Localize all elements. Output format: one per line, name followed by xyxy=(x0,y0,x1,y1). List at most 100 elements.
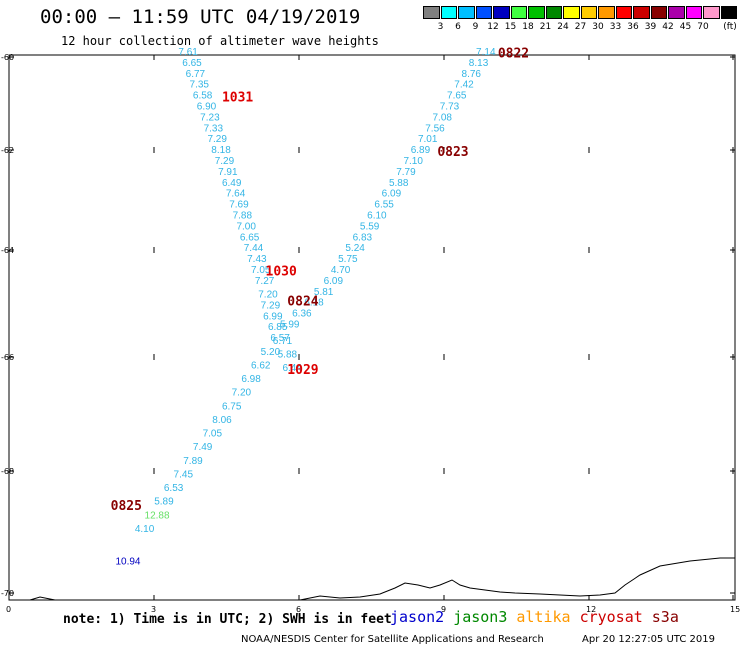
wave-height-value: 6.10 xyxy=(367,211,387,222)
antarctic-coastline xyxy=(29,557,735,601)
satellite-legend-item: jason3 xyxy=(453,608,508,626)
color-scale-label: 36 xyxy=(627,22,639,32)
wave-height-value: 7.33 xyxy=(204,123,224,134)
color-scale-cell xyxy=(703,6,720,19)
wave-height-value: 7.73 xyxy=(440,102,460,113)
lon-tick-label: 9 xyxy=(441,605,446,614)
units-note: note: 1) Time is in UTC; 2) SWH is in fe… xyxy=(63,612,392,627)
wave-height-value: 4.70 xyxy=(331,265,351,276)
map-subtitle: 12 hour collection of altimeter wave hei… xyxy=(61,34,379,48)
wave-height-value: 7.65 xyxy=(447,91,467,102)
wave-height-value: 6.77 xyxy=(186,69,206,80)
wave-height-value: 6.09 xyxy=(324,276,344,287)
lon-tick-label: 0 xyxy=(6,605,11,614)
color-scale-label: 6 xyxy=(455,22,461,32)
lat-tick-label: -70 xyxy=(1,589,14,598)
satellite-legend-item: jason2 xyxy=(390,608,445,626)
wave-height-value: 8.06 xyxy=(212,415,232,426)
color-scale-label: 70 xyxy=(697,22,709,32)
wave-height-value: 7.88 xyxy=(233,211,253,222)
wave-height-value: 7.42 xyxy=(454,80,474,91)
wave-height-value: 10.94 xyxy=(115,557,140,568)
color-scale-cell xyxy=(685,6,702,19)
color-scale-cell xyxy=(720,6,737,19)
color-scale-cell xyxy=(563,6,580,19)
wave-height-value: 5.99 xyxy=(280,320,300,331)
color-scale-cell xyxy=(545,6,562,19)
pass-time-label: 1031 xyxy=(222,90,253,105)
satellite-legend-item: s3a xyxy=(651,608,679,626)
wave-height-value: 4.10 xyxy=(135,524,155,535)
lon-tick-label: 12 xyxy=(586,605,596,614)
wave-height-value: 7.29 xyxy=(261,300,281,311)
lat-tick-label: -66 xyxy=(1,353,14,362)
color-scale-label: 39 xyxy=(644,22,657,32)
color-scale-label: 27 xyxy=(574,22,587,32)
wave-height-value: 6.98 xyxy=(241,374,261,385)
wave-height-value: 8.18 xyxy=(211,145,231,156)
lat-tick-label: -68 xyxy=(1,467,14,476)
generation-timestamp: Apr 20 12:27:05 UTC 2019 xyxy=(582,634,715,645)
pass-time-label: 0825 xyxy=(111,499,142,514)
color-scale-label: 12 xyxy=(487,22,499,32)
wave-height-value: 7.91 xyxy=(218,167,238,178)
wave-height-value: 6.65 xyxy=(240,232,260,243)
wave-height-value: 6.57 xyxy=(270,333,290,344)
wave-height-value: 7.29 xyxy=(207,134,227,145)
wave-height-value: 7.08 xyxy=(433,112,453,123)
wave-height-value: 6.58 xyxy=(193,91,213,102)
wave-height-value: 7.23 xyxy=(200,112,220,123)
wave-height-value: 6.71 xyxy=(273,336,293,347)
color-scale-label: 30 xyxy=(592,22,604,32)
color-scale-label: 18 xyxy=(522,22,534,32)
wave-height-value: 6.83 xyxy=(353,232,373,243)
color-scale-cell xyxy=(475,6,492,19)
pass-time-label: 1029 xyxy=(287,363,318,378)
wave-height-value: 5.24 xyxy=(345,243,365,254)
color-scale-unit: (ft) xyxy=(723,22,737,32)
wave-height-value: 8.13 xyxy=(469,58,489,69)
wave-height-value: 7.05 xyxy=(203,429,223,440)
color-scale-cell xyxy=(510,6,527,19)
color-scale-label: 3 xyxy=(437,22,444,32)
wave-height-value: 7.20 xyxy=(258,290,278,301)
wave-height-value: 5.88 xyxy=(389,178,409,189)
wave-height-value: 7.61 xyxy=(178,47,198,58)
color-scale-cell xyxy=(440,6,457,19)
color-scale-label: 21 xyxy=(539,22,552,32)
wave-height-value: 5.81 xyxy=(314,287,334,298)
satellite-legend-item: altika xyxy=(516,608,571,626)
color-scale-cell xyxy=(668,6,685,19)
lon-tick-label: 3 xyxy=(151,605,156,614)
wave-height-value: 7.49 xyxy=(193,442,213,453)
pass-time-label: 0823 xyxy=(437,145,468,160)
wave-height-value: 7.89 xyxy=(183,456,203,467)
wave-height-value: 7.64 xyxy=(226,189,246,200)
wave-height-value: 7.00 xyxy=(236,221,256,232)
wave-height-value: 6.53 xyxy=(164,483,184,494)
color-scale-label: 33 xyxy=(609,22,622,32)
wave-height-value: 7.56 xyxy=(425,123,445,134)
pass-time-label: 0822 xyxy=(498,47,529,62)
wave-height-value: 5.75 xyxy=(338,254,358,265)
map-title: 00:00 – 11:59 UTC 04/19/2019 xyxy=(40,6,361,28)
wave-height-value: 7.69 xyxy=(229,200,249,211)
lat-tick-label: -60 xyxy=(1,53,14,62)
wave-height-value: 7.14 xyxy=(476,47,496,58)
wave-height-value: 5.89 xyxy=(154,497,174,508)
satellite-legend-item: cryosat xyxy=(579,608,643,626)
color-scale-cell xyxy=(493,6,510,19)
wave-height-value: 7.20 xyxy=(232,388,252,399)
lon-tick-label: 15 xyxy=(730,605,740,614)
wave-height-value: 7.79 xyxy=(396,167,416,178)
pass-time-label: 1030 xyxy=(266,265,297,280)
color-scale-cell xyxy=(580,6,597,19)
wave-height-value: 6.44 xyxy=(282,363,302,374)
wave-height-value: 6.36 xyxy=(292,309,312,320)
wave-height-value: 6.55 xyxy=(374,200,394,211)
color-scale-cell xyxy=(423,6,440,19)
wave-height-value: 8.76 xyxy=(462,69,482,80)
wave-height-value: 5.59 xyxy=(360,221,380,232)
color-scale-cell xyxy=(615,6,632,19)
